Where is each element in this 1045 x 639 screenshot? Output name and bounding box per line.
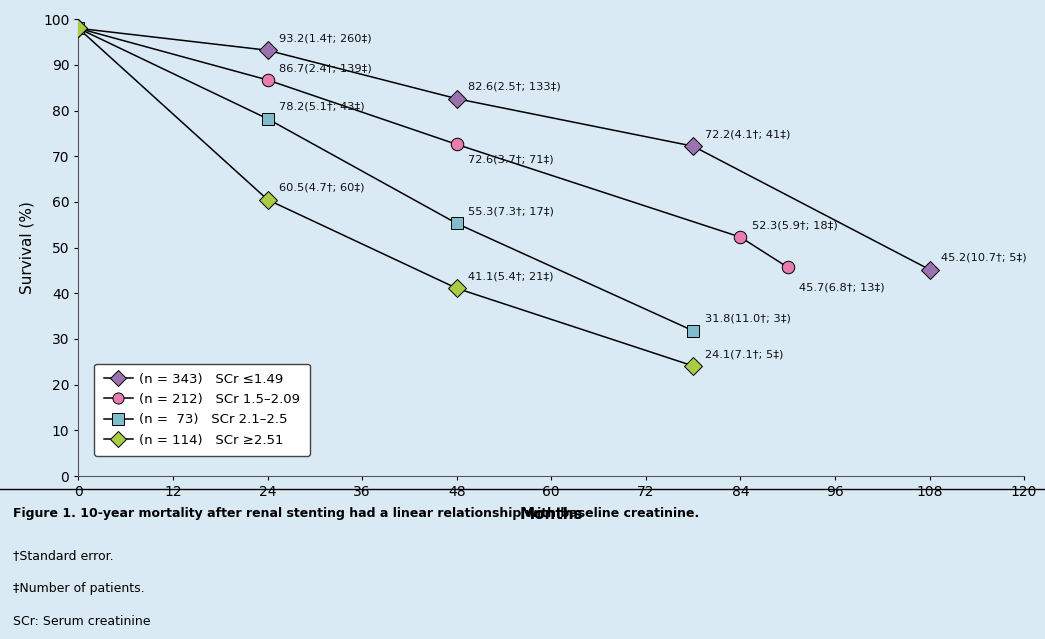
Text: 82.6(2.5†; 133‡): 82.6(2.5†; 133‡) [468, 82, 561, 92]
Text: Figure 1. 10-year mortality after renal stenting had a linear relationship with : Figure 1. 10-year mortality after renal … [13, 507, 699, 520]
Legend: (n = 343)   SCr ≤1.49, (n = 212)   SCr 1.5–2.09, (n =  73)   SCr 2.1–2.5, (n = 1: (n = 343) SCr ≤1.49, (n = 212) SCr 1.5–2… [94, 364, 309, 456]
Text: 55.3(7.3†; 17‡): 55.3(7.3†; 17‡) [468, 206, 554, 217]
Text: 72.2(4.1†; 41‡): 72.2(4.1†; 41‡) [705, 129, 790, 139]
Text: 41.1(5.4†; 21‡): 41.1(5.4†; 21‡) [468, 272, 554, 281]
Text: 45.2(10.7†; 5‡): 45.2(10.7†; 5‡) [942, 252, 1027, 263]
Text: 31.8(11.0†; 3‡): 31.8(11.0†; 3‡) [705, 314, 791, 324]
Text: SCr: Serum creatinine: SCr: Serum creatinine [13, 615, 150, 628]
Text: ‡Number of patients.: ‡Number of patients. [13, 582, 144, 595]
Text: 78.2(5.1†; 43‡): 78.2(5.1†; 43‡) [279, 102, 365, 112]
Text: 86.7(2.4†; 139‡): 86.7(2.4†; 139‡) [279, 63, 372, 73]
Text: 45.7(6.8†; 13‡): 45.7(6.8†; 13‡) [799, 282, 885, 293]
Text: 93.2(1.4†; 260‡): 93.2(1.4†; 260‡) [279, 33, 372, 43]
Text: 24.1(7.1†; 5‡): 24.1(7.1†; 5‡) [705, 349, 784, 359]
Y-axis label: Survival (%): Survival (%) [20, 201, 34, 294]
Text: 72.6(3.7†; 71‡): 72.6(3.7†; 71‡) [468, 155, 554, 165]
Text: 52.3(5.9†; 18‡): 52.3(5.9†; 18‡) [752, 220, 838, 230]
X-axis label: Months: Months [519, 507, 583, 523]
Text: 60.5(4.7†; 60‡): 60.5(4.7†; 60‡) [279, 183, 365, 193]
Text: †Standard error.: †Standard error. [13, 549, 113, 562]
